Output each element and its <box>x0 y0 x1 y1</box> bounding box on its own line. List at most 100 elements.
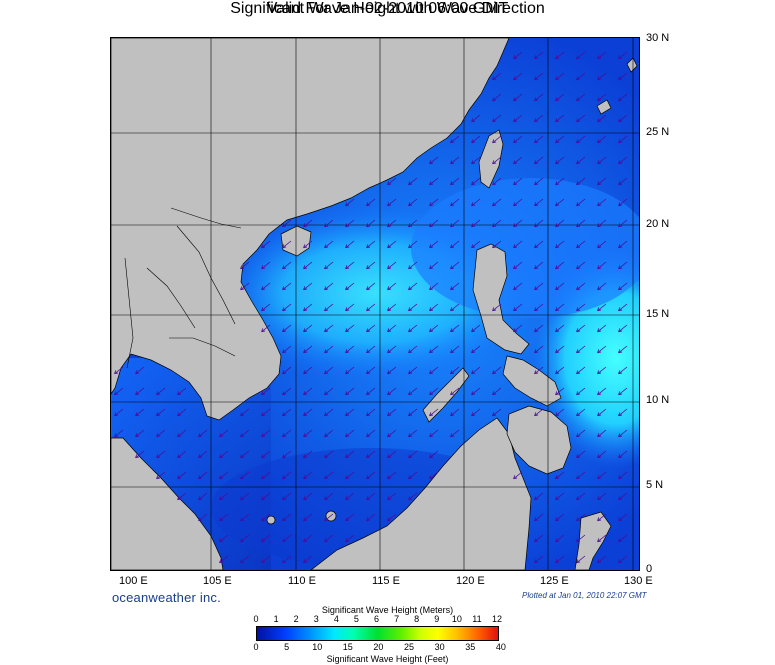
colorbar-tick-feet: 30 <box>434 642 445 652</box>
wave-arrow <box>471 408 481 417</box>
wave-arrow <box>198 471 208 480</box>
wave-arrow <box>450 198 460 207</box>
wave-arrow <box>198 450 208 459</box>
wave-arrow <box>114 429 124 438</box>
wave-arrow <box>387 303 397 312</box>
wave-arrow <box>555 156 565 165</box>
wave-arrow <box>555 93 565 102</box>
wave-arrow <box>492 303 502 312</box>
wave-arrow <box>387 513 397 522</box>
wave-arrow <box>555 366 565 375</box>
wave-arrow <box>618 345 628 354</box>
wave-arrow <box>303 303 313 312</box>
wave-arrow <box>177 429 187 438</box>
wave-arrow <box>261 408 271 417</box>
wave-arrow <box>534 51 544 60</box>
wave-arrow <box>492 177 502 186</box>
wave-arrow <box>576 471 586 480</box>
wave-arrow <box>576 177 586 186</box>
wave-arrow <box>324 261 334 270</box>
wave-arrow <box>345 492 355 501</box>
wave-arrow <box>366 513 376 522</box>
wave-arrow <box>618 135 628 144</box>
lat-label-30n: 30 N <box>646 32 670 44</box>
wave-arrow <box>513 471 523 480</box>
wave-arrow <box>618 156 628 165</box>
wave-arrow <box>303 555 313 564</box>
wave-arrow <box>303 513 313 522</box>
wave-arrow <box>597 93 607 102</box>
wave-arrow <box>576 198 586 207</box>
wave-arrow <box>324 324 334 333</box>
wave-arrow <box>450 177 460 186</box>
wave-arrow <box>177 387 187 396</box>
wave-arrow <box>513 261 523 270</box>
wave-arrow <box>324 408 334 417</box>
wave-arrow <box>597 114 607 123</box>
wave-height-map <box>110 37 640 571</box>
wave-arrow <box>324 471 334 480</box>
wave-arrow <box>555 72 565 81</box>
wave-arrow <box>513 156 523 165</box>
wave-arrow <box>429 303 439 312</box>
plotted-timestamp: Plotted at Jan 01, 2010 22:07 GMT <box>522 591 647 600</box>
lon-label-120e: 120 E <box>456 575 485 587</box>
wave-arrow <box>177 450 187 459</box>
wave-arrow <box>576 534 586 543</box>
wave-arrow <box>156 387 166 396</box>
wave-arrow <box>345 261 355 270</box>
wave-arrow <box>513 198 523 207</box>
wave-arrow <box>282 471 292 480</box>
wave-arrow <box>240 261 250 270</box>
wave-arrow <box>492 114 502 123</box>
wave-arrow <box>366 282 376 291</box>
wave-arrow <box>303 534 313 543</box>
wave-arrow <box>114 387 124 396</box>
wave-arrow <box>408 219 418 228</box>
wave-arrow <box>219 429 229 438</box>
wave-arrow <box>513 114 523 123</box>
wave-arrow <box>471 156 481 165</box>
wave-arrow <box>408 345 418 354</box>
wave-arrow <box>576 114 586 123</box>
wave-arrow <box>156 471 166 480</box>
wave-arrow <box>261 492 271 501</box>
wave-arrow <box>555 408 565 417</box>
wave-arrow <box>324 429 334 438</box>
wave-arrow <box>387 261 397 270</box>
wave-arrow <box>471 114 481 123</box>
wave-direction-arrows <box>114 51 628 564</box>
wave-arrow <box>261 471 271 480</box>
wave-arrow <box>366 408 376 417</box>
wave-arrow <box>240 534 250 543</box>
wave-arrow <box>576 429 586 438</box>
wave-arrow <box>282 261 292 270</box>
wave-arrow <box>324 366 334 375</box>
wave-arrow <box>492 198 502 207</box>
wave-arrow <box>282 240 292 249</box>
wave-arrow <box>534 93 544 102</box>
wave-arrow <box>555 282 565 291</box>
wave-arrow <box>345 303 355 312</box>
wave-arrow <box>429 282 439 291</box>
wave-arrow <box>345 240 355 249</box>
wave-arrow <box>408 198 418 207</box>
wave-arrow <box>387 177 397 186</box>
wave-arrow <box>261 513 271 522</box>
land-sulawesi <box>574 511 612 570</box>
wave-arrow <box>408 387 418 396</box>
colorbar-tick-feet: 15 <box>342 642 353 652</box>
wave-arrow <box>261 450 271 459</box>
lon-label-105e: 105 E <box>203 575 232 587</box>
wave-arrow <box>303 324 313 333</box>
wave-arrow <box>282 429 292 438</box>
wave-arrow <box>387 429 397 438</box>
wave-arrow <box>555 534 565 543</box>
wave-arrow <box>471 366 481 375</box>
wave-arrow <box>618 534 628 543</box>
wave-arrow <box>240 555 250 564</box>
wave-arrow <box>597 72 607 81</box>
wave-arrow <box>261 534 271 543</box>
wave-arrow <box>324 282 334 291</box>
land-malay-peninsula <box>111 437 224 570</box>
